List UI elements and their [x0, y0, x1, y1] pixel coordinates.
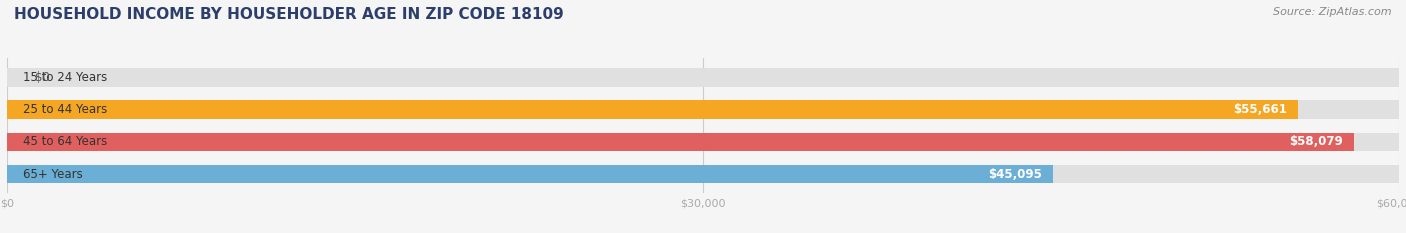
Bar — [7, 165, 1053, 183]
Text: HOUSEHOLD INCOME BY HOUSEHOLDER AGE IN ZIP CODE 18109: HOUSEHOLD INCOME BY HOUSEHOLDER AGE IN Z… — [14, 7, 564, 22]
Bar — [7, 133, 1354, 151]
Text: 65+ Years: 65+ Years — [24, 168, 83, 181]
Text: 45 to 64 Years: 45 to 64 Years — [24, 135, 107, 148]
Bar — [7, 100, 1298, 119]
Text: 25 to 44 Years: 25 to 44 Years — [24, 103, 107, 116]
Bar — [7, 100, 1399, 119]
Text: $0: $0 — [35, 71, 49, 84]
Bar — [7, 165, 1399, 183]
Text: $55,661: $55,661 — [1233, 103, 1286, 116]
Text: $45,095: $45,095 — [987, 168, 1042, 181]
Bar — [7, 133, 1399, 151]
Text: Source: ZipAtlas.com: Source: ZipAtlas.com — [1274, 7, 1392, 17]
Bar — [7, 68, 1399, 87]
Text: 15 to 24 Years: 15 to 24 Years — [24, 71, 107, 84]
Text: $58,079: $58,079 — [1289, 135, 1343, 148]
